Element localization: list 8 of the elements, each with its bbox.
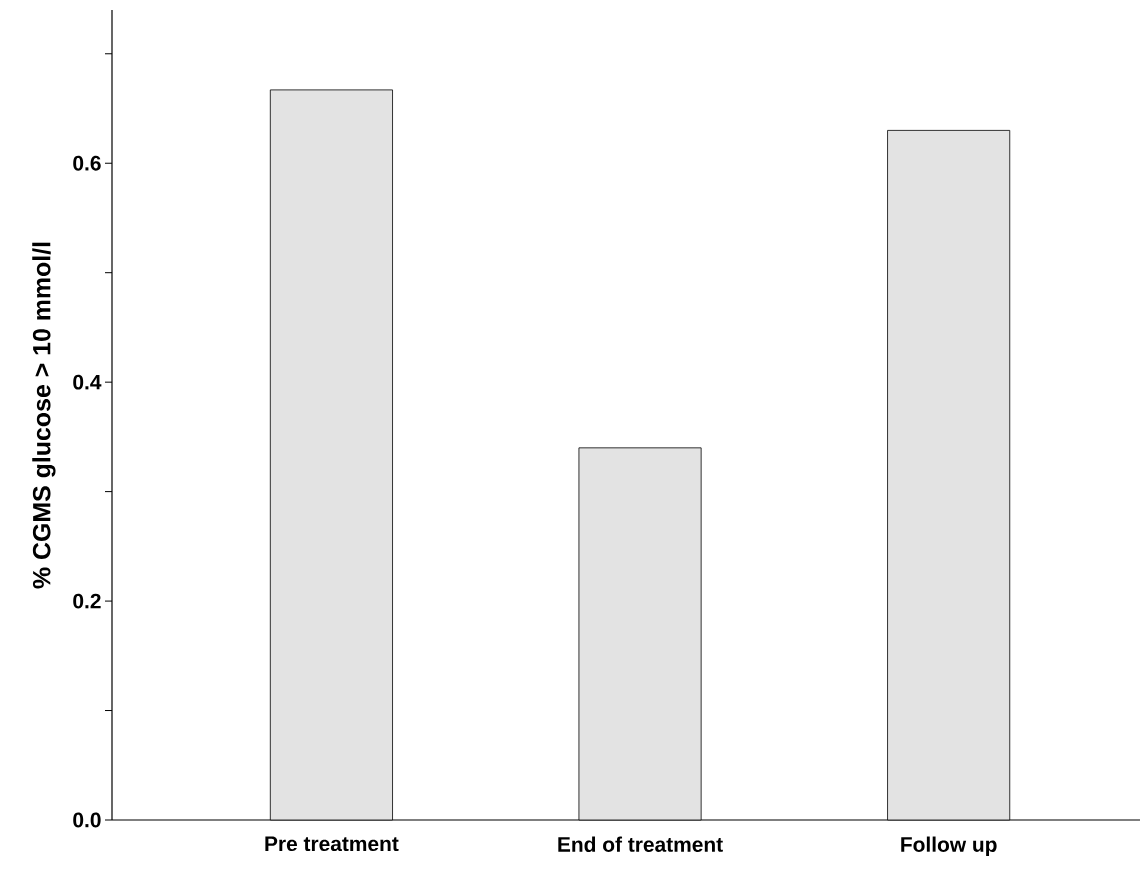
y-tick-label: 0.2	[73, 593, 101, 609]
y-axis-title: % CGMS glucose > 10 mmol/l	[32, 242, 56, 589]
x-tick-label: End of treatment	[558, 836, 723, 852]
y-tick-label: 0.6	[73, 155, 101, 171]
y-tick-label: 0.0	[73, 812, 101, 828]
x-tick-label: Pre treatment	[265, 836, 399, 852]
x-tick-label: Follow up	[901, 836, 997, 857]
y-tick-label: 0.4	[73, 374, 102, 390]
